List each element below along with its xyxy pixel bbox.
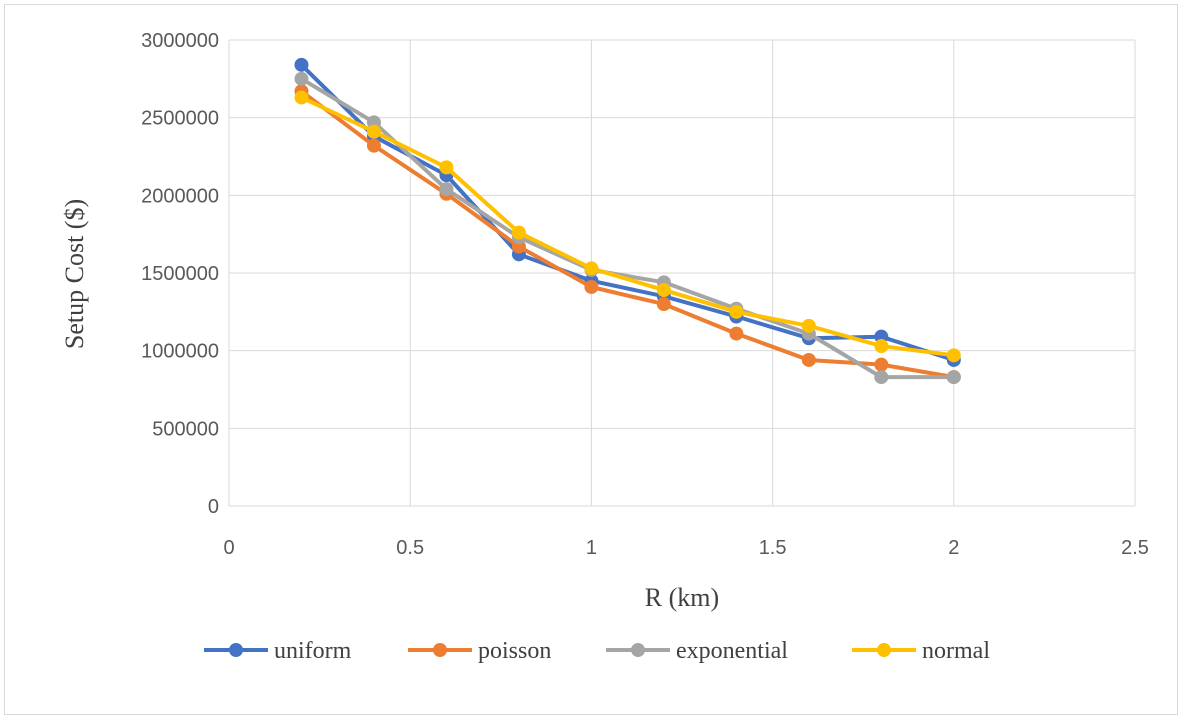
series-uniform [294,57,961,367]
legend-label: normal [922,638,990,664]
legend-item-poisson: poisson [408,638,551,664]
x-tick-label: 0 [223,537,234,559]
legend-item-exponential: exponential [606,638,788,664]
y-tick-label: 0 [208,496,219,518]
y-tick-label: 2500000 [141,108,219,130]
legend-swatch-marker [877,643,891,657]
data-point-poisson [584,279,599,294]
legend-swatch-marker [229,643,243,657]
data-point-uniform [294,57,309,72]
data-point-poisson [801,352,816,367]
data-point-poisson [656,297,671,312]
x-tick-label: 2.5 [1121,537,1149,559]
x-tick-label: 0.5 [396,537,424,559]
legend-label: exponential [676,638,788,664]
data-point-exponential [294,71,309,86]
data-point-poisson [874,357,889,372]
x-axis-ticks: 0 0.5 1 1.5 2 2.5 [223,537,1148,559]
series-line-normal [300,95,955,358]
series-line-uniform [300,63,955,362]
y-tick-label: 1000000 [141,341,219,363]
legend-swatch-marker [433,643,447,657]
x-tick-label: 1.5 [759,537,787,559]
y-tick-label: 1500000 [141,263,219,285]
grid-lines [228,39,1136,507]
legend-swatch-marker [631,643,645,657]
data-point-normal [874,339,889,354]
legend-label: uniform [274,638,352,664]
series-group [294,57,961,385]
y-axis-ticks: 0 500000 1000000 1500000 2000000 2500000 30000… [141,30,219,518]
data-point-normal [511,225,526,240]
data-point-exponential [439,182,454,197]
data-point-poisson [366,138,381,153]
y-tick-label: 3000000 [141,30,219,52]
data-point-normal [584,261,599,276]
data-point-normal [656,283,671,298]
x-tick-label: 2 [948,537,959,559]
legend-item-normal: normal [852,638,990,664]
data-point-normal [294,90,309,105]
data-point-poisson [729,326,744,341]
legend-label: poisson [478,638,551,664]
x-tick-label: 1 [586,537,597,559]
data-point-normal [366,124,381,139]
data-point-normal [729,304,744,319]
x-axis-title: R (km) [645,583,719,612]
data-point-normal [946,348,961,363]
legend: uniform poisson exponential normal [204,638,990,664]
y-axis-title: Setup Cost ($) [60,199,89,349]
data-point-exponential [874,370,889,385]
series-line-exponential [300,77,954,380]
series-line-poisson [300,89,955,380]
y-tick-label: 2000000 [141,185,219,207]
data-point-normal [801,318,816,333]
legend-item-uniform: uniform [204,638,352,664]
data-point-exponential [946,370,961,385]
series-normal [294,90,961,363]
y-tick-label: 500000 [152,418,219,440]
data-point-normal [439,160,454,175]
